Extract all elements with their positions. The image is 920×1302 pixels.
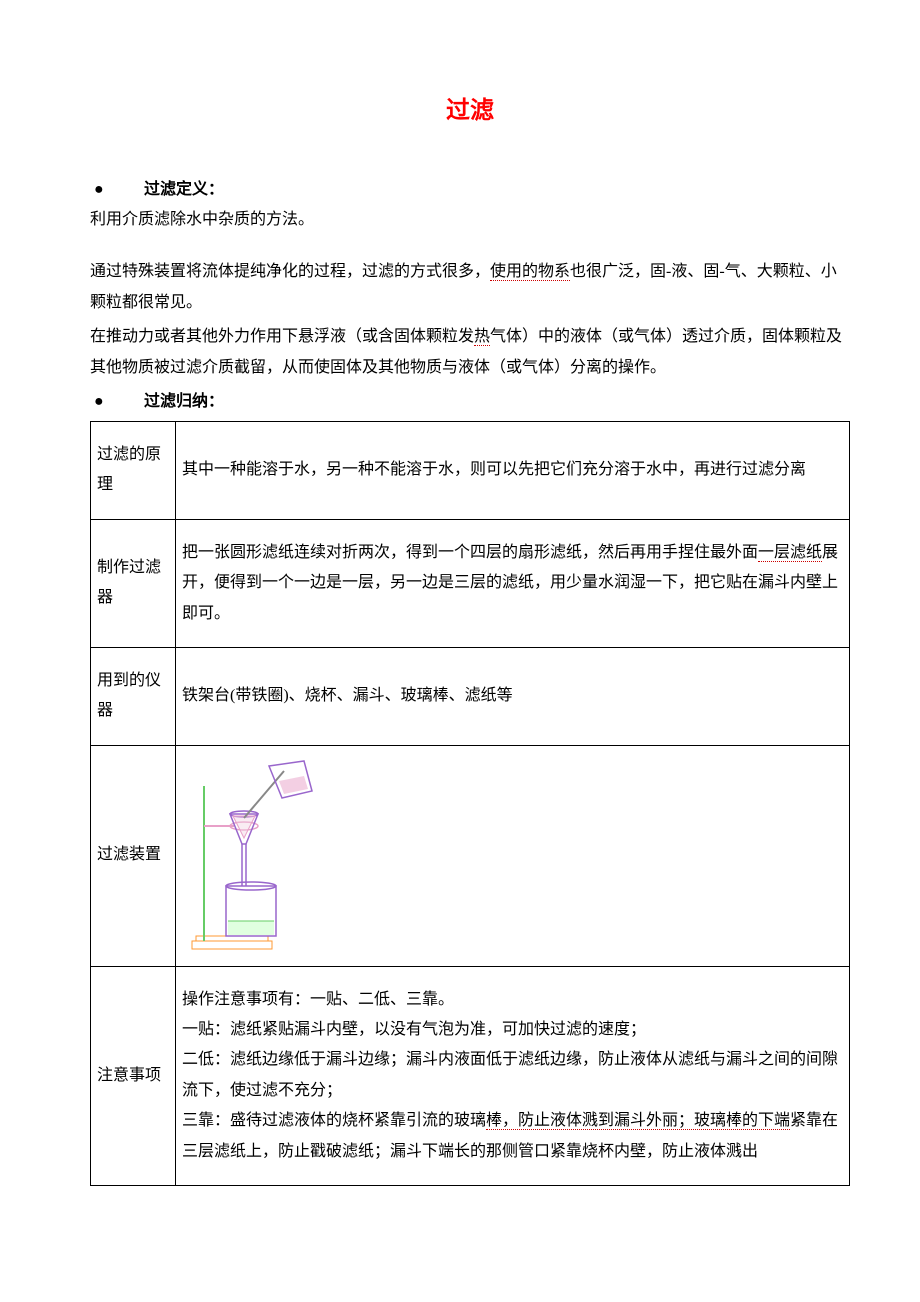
text-fragment: 把一张圆形滤纸连续对折两次，得到一个四层的扇形滤纸，然后再用手捏住最外面 xyxy=(182,544,758,561)
row-label-principle: 过滤的原理 xyxy=(91,421,176,519)
row-label-make-filter: 制作过滤器 xyxy=(91,519,176,647)
section-heading-summary: ● 过滤归纳： xyxy=(90,387,850,411)
row-content-principle: 其中一种能溶于水，另一种不能溶于水，则可以先把它们充分溶于水中，再进行过滤分离 xyxy=(176,421,850,519)
summary-table: 过滤的原理 其中一种能溶于水，另一种不能溶于水，则可以先把它们充分溶于水中，再进… xyxy=(90,421,850,1186)
table-row: 注意事项 操作注意事项有：一贴、二低、三靠。 一贴：滤纸紧贴漏斗内壁，以没有气泡… xyxy=(91,966,850,1185)
filtration-apparatus-diagram xyxy=(184,756,334,956)
text-fragment: 通过特殊装置将流体提纯净化的过程，过滤的方式很多， xyxy=(90,263,490,280)
row-label-notes: 注意事项 xyxy=(91,966,176,1185)
notes-line-three-lean-a: 三靠：盛待过滤液体的烧杯紧靠引流的玻璃 xyxy=(182,1112,486,1129)
page-title: 过滤 xyxy=(90,90,850,125)
notes-line-intro: 操作注意事项有：一贴、二低、三靠。 xyxy=(182,991,454,1008)
document-page: 过滤 ● 过滤定义： 利用介质滤除水中杂质的方法。 通过特殊装置将流体提纯净化的… xyxy=(0,0,920,1246)
notes-line-two-low: 二低：滤纸边缘低于漏斗边缘；漏斗内液面低于滤纸边缘，防止液体从滤纸与漏斗之间的间… xyxy=(182,1051,838,1098)
notes-line-one-tie: 一贴：滤纸紧贴漏斗内壁，以没有气泡为准，可加快过滤的速度； xyxy=(182,1021,646,1038)
table-row: 过滤装置 xyxy=(91,745,850,966)
definition-line-3: 在推动力或者其他外力作用下悬浮液（或含固体颗粒发热气体）中的液体（或气体）透过介… xyxy=(90,322,850,383)
spacer xyxy=(90,239,850,257)
table-row: 制作过滤器 把一张圆形滤纸连续对折两次，得到一个四层的扇形滤纸，然后再用手捏住最… xyxy=(91,519,850,647)
row-content-make-filter: 把一张圆形滤纸连续对折两次，得到一个四层的扇形滤纸，然后再用手捏住最外面一层滤纸… xyxy=(176,519,850,647)
bullet-icon: ● xyxy=(90,393,144,411)
row-label-apparatus: 过滤装置 xyxy=(91,745,176,966)
table-row: 过滤的原理 其中一种能溶于水，另一种不能溶于水，则可以先把它们充分溶于水中，再进… xyxy=(91,421,850,519)
dotted-text: 一层滤纸 xyxy=(758,544,822,562)
dotted-text: 热 xyxy=(474,328,490,346)
bullet-icon: ● xyxy=(90,181,144,199)
row-content-instruments: 铁架台(带铁圈)、烧杯、漏斗、玻璃棒、滤纸等 xyxy=(176,647,850,745)
table-row: 用到的仪器 铁架台(带铁圈)、烧杯、漏斗、玻璃棒、滤纸等 xyxy=(91,647,850,745)
definition-line-2: 通过特殊装置将流体提纯净化的过程，过滤的方式很多，使用的物系也很广泛，固-液、固… xyxy=(90,257,850,318)
section-label: 过滤归纳： xyxy=(144,387,224,411)
row-content-apparatus xyxy=(176,745,850,966)
section-heading-definition: ● 过滤定义： xyxy=(90,175,850,199)
definition-line-1: 利用介质滤除水中杂质的方法。 xyxy=(90,205,850,235)
row-label-instruments: 用到的仪器 xyxy=(91,647,176,745)
dotted-text: 使用的物系 xyxy=(490,263,570,281)
section-label: 过滤定义： xyxy=(144,175,224,199)
text-fragment: 在推动力或者其他外力作用下悬浮液（或含固体颗粒发 xyxy=(90,328,474,345)
dotted-text: 棒，防止液体溅到漏斗外丽；玻璃棒的下端 xyxy=(486,1112,790,1130)
row-content-notes: 操作注意事项有：一贴、二低、三靠。 一贴：滤纸紧贴漏斗内壁，以没有气泡为准，可加… xyxy=(176,966,850,1185)
